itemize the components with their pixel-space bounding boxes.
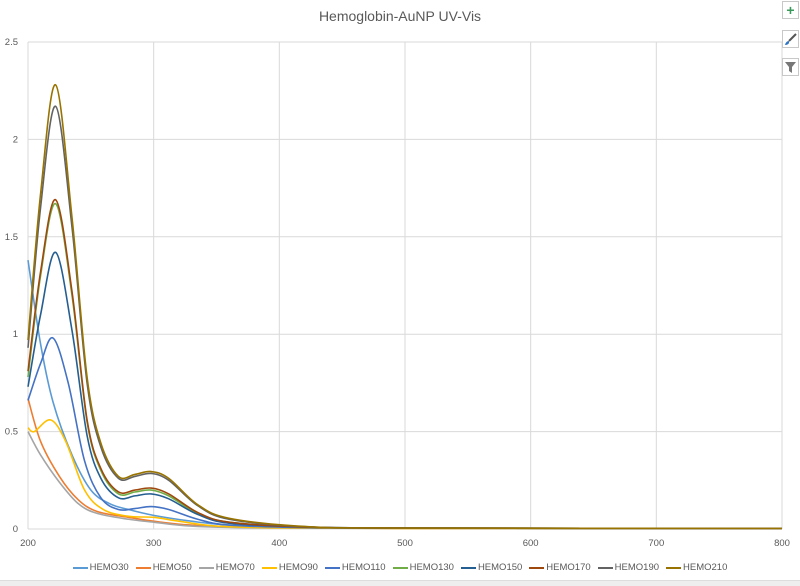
x-tick-label: 200	[20, 538, 36, 549]
legend-swatch	[135, 566, 151, 569]
y-tick-label: 1.5	[5, 232, 18, 243]
legend-label: HEMO30	[89, 562, 129, 573]
legend: HEMO30 HEMO50 HEMO70 HEMO90 HEMO110 HEMO130 HE…	[0, 562, 800, 573]
x-tick-label: 600	[523, 538, 539, 549]
brush-icon	[785, 32, 797, 45]
legend-swatch	[198, 566, 214, 569]
legend-item[interactable]: HEMO30	[72, 562, 129, 573]
legend-item[interactable]: HEMO130	[392, 562, 454, 573]
legend-swatch	[261, 566, 277, 569]
chart-styles-button[interactable]	[782, 30, 799, 48]
series-line-hemo210	[27, 84, 783, 530]
legend-swatch	[460, 566, 476, 569]
legend-item[interactable]: HEMO210	[666, 562, 727, 573]
plus-icon: +	[786, 2, 795, 18]
resize-bar	[0, 580, 800, 586]
legend-item[interactable]: HEMO50	[135, 562, 192, 573]
legend-item[interactable]: HEMO110	[324, 562, 386, 573]
x-tick-label: 400	[271, 538, 287, 549]
legend-swatch	[529, 566, 545, 569]
legend-label: HEMO150	[477, 562, 523, 573]
legend-label: HEMO110	[341, 562, 386, 573]
legend-item[interactable]: HEMO70	[198, 562, 255, 573]
chart-title: Hemoglobin-AuNP UV-Vis	[318, 8, 482, 24]
x-tick-label: 300	[146, 538, 162, 549]
filter-icon	[785, 61, 796, 73]
y-tick-label: 2.5	[5, 37, 18, 48]
legend-label: HEMO50	[152, 562, 192, 573]
legend-label: HEMO170	[546, 562, 591, 573]
chart-filters-button[interactable]	[782, 58, 799, 76]
legend-item[interactable]: HEMO190	[597, 562, 660, 573]
legend-swatch	[392, 566, 408, 569]
y-tick-label: 0	[13, 524, 18, 535]
y-tick-label: 0.5	[5, 427, 18, 438]
legend-label: HEMO210	[683, 562, 728, 573]
legend-swatch	[666, 566, 682, 569]
y-tick-label: 1	[13, 329, 18, 340]
legend-label: HEMO90	[278, 562, 318, 573]
legend-swatch	[324, 566, 340, 569]
legend-label: HEMO130	[409, 562, 454, 573]
legend-item[interactable]: HEMO90	[261, 562, 318, 573]
legend-swatch	[597, 566, 613, 569]
x-tick-label: 500	[397, 538, 413, 549]
chart-elements-button[interactable]: +	[782, 1, 799, 19]
y-tick-label: 2	[13, 134, 18, 145]
x-tick-label: 700	[648, 538, 664, 549]
legend-label: HEMO70	[215, 562, 255, 573]
legend-item[interactable]: HEMO170	[529, 562, 591, 573]
legend-label: HEMO190	[614, 562, 660, 573]
legend-item[interactable]: HEMO150	[460, 562, 523, 573]
x-tick-label: 800	[774, 538, 790, 549]
legend-swatch	[72, 566, 88, 569]
